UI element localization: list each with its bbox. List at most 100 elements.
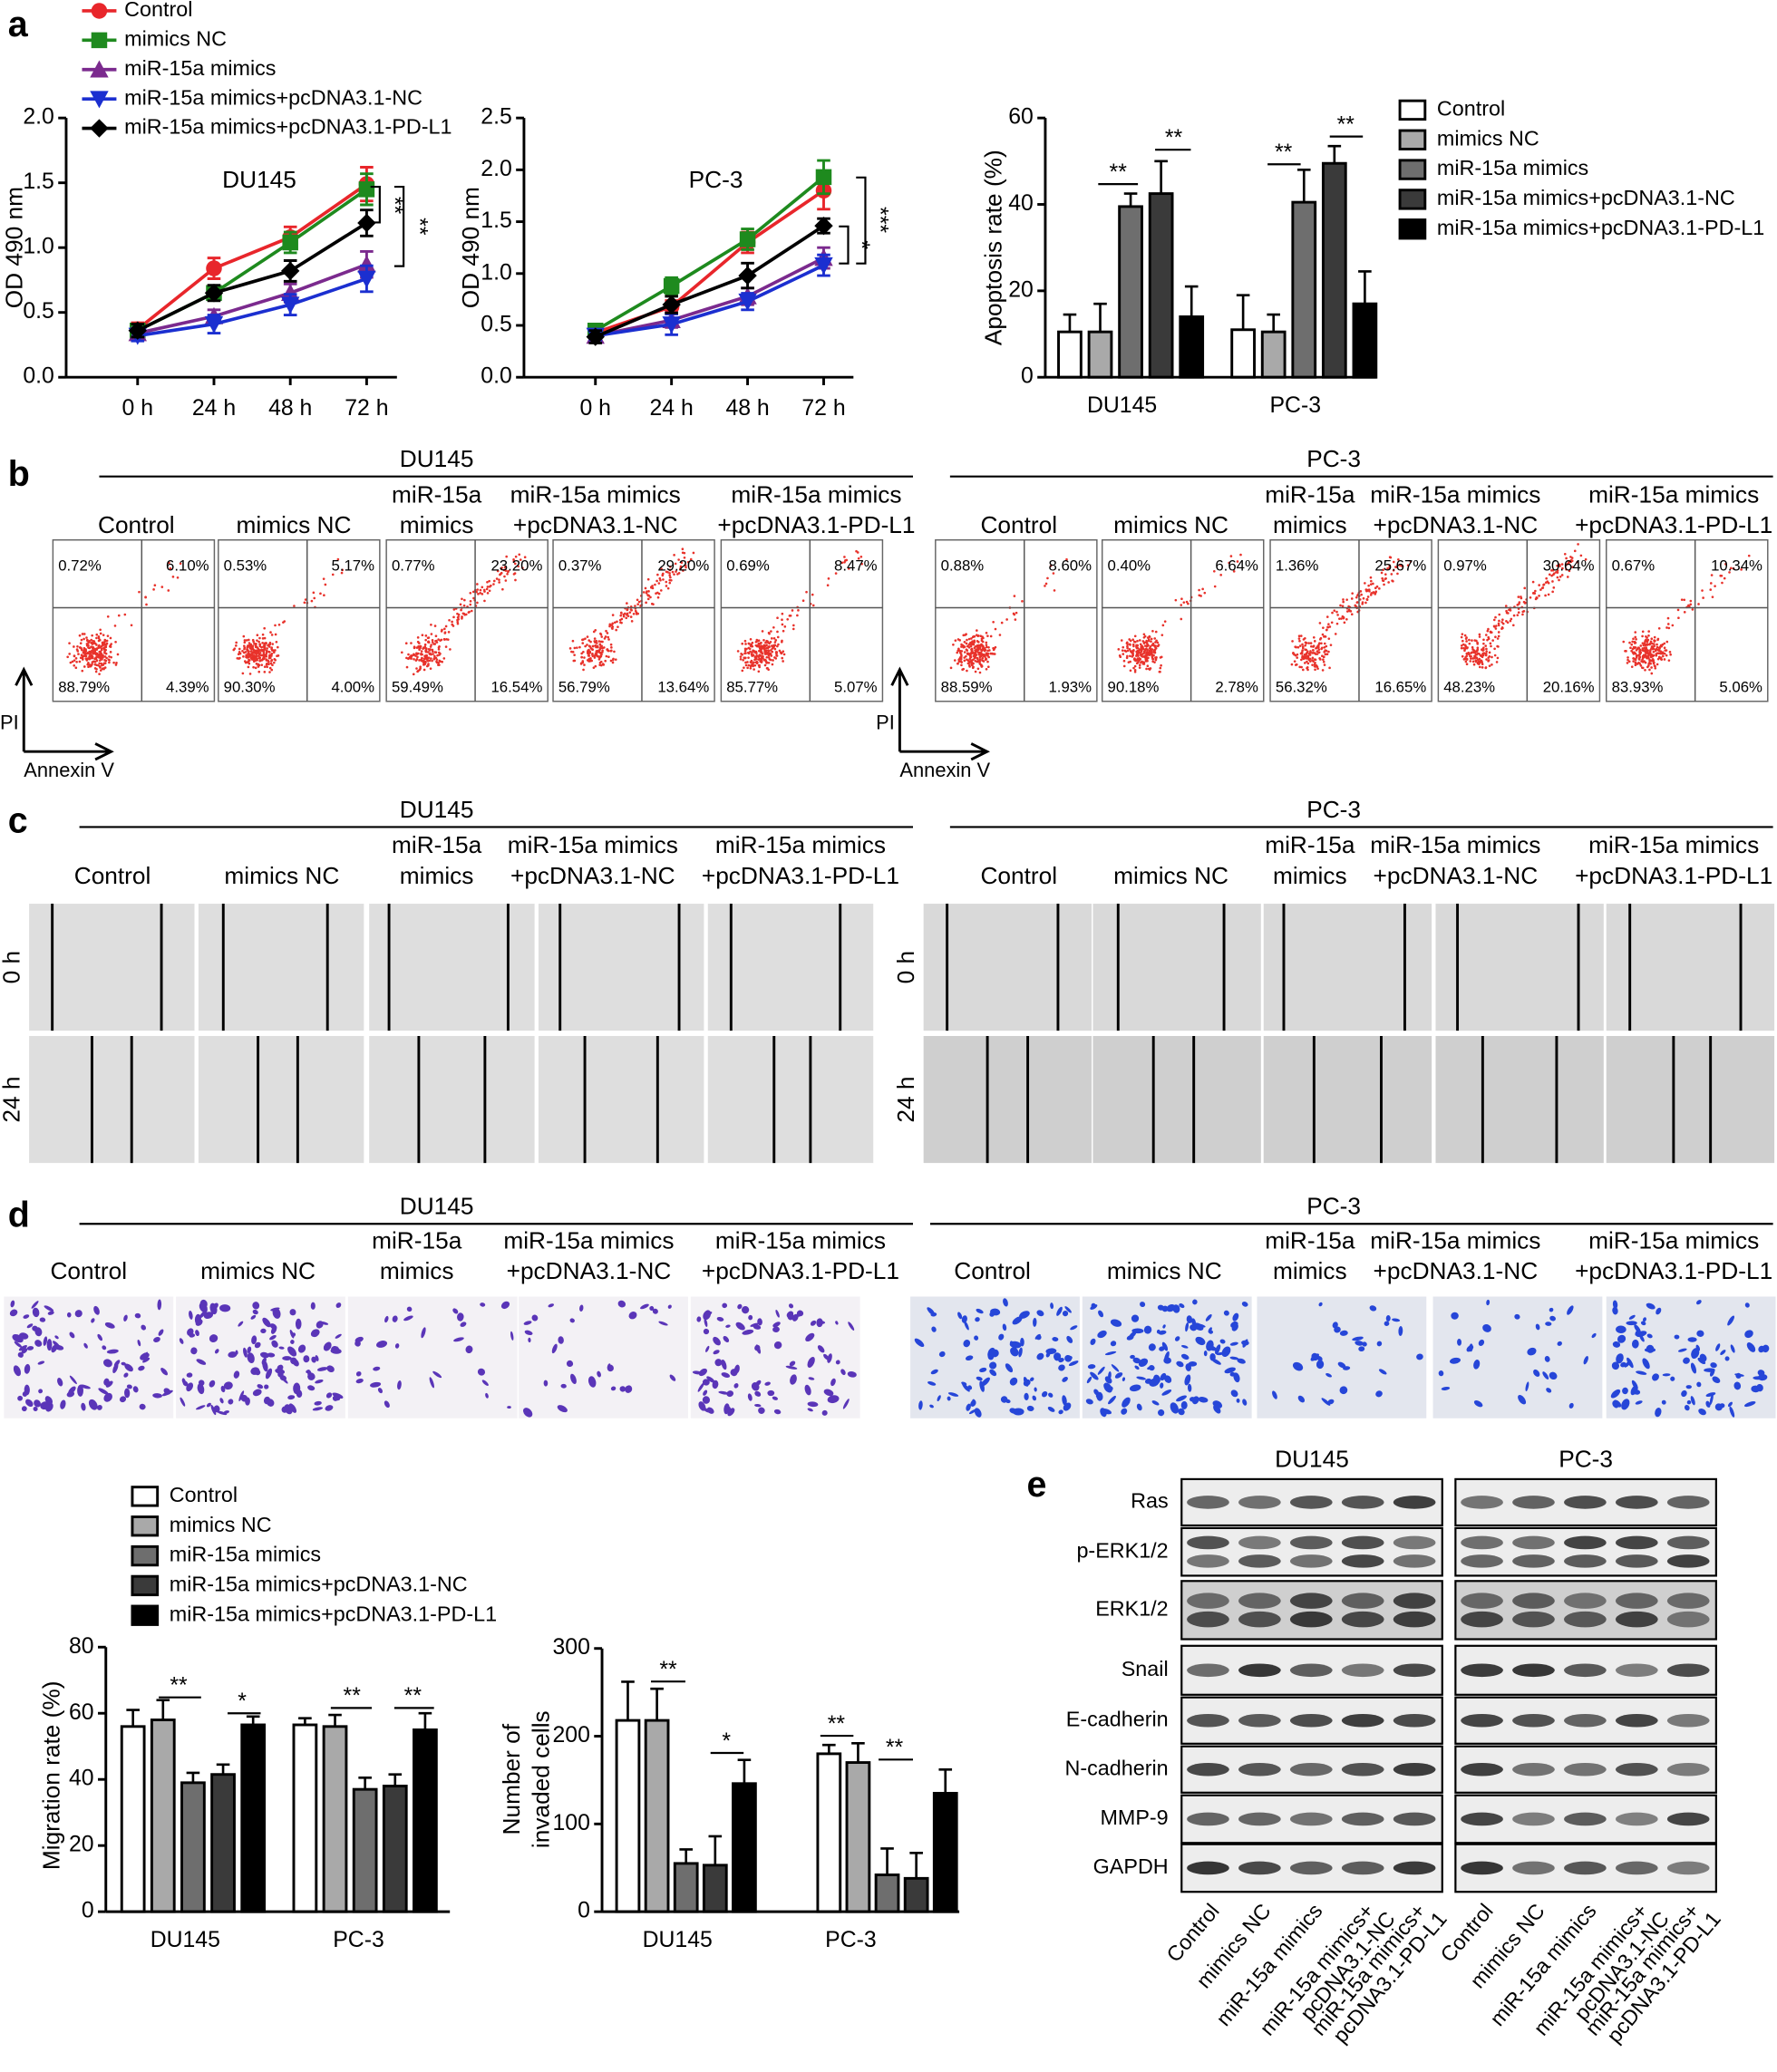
event-dot — [271, 659, 274, 662]
column-label: mimics — [400, 862, 474, 889]
transwell-image — [1607, 1297, 1776, 1418]
event-dot — [594, 665, 597, 668]
band — [1342, 1663, 1384, 1677]
event-dot — [1653, 651, 1656, 654]
bar — [182, 1783, 205, 1912]
group-title: PC-3 — [1306, 445, 1361, 472]
event-dot — [1498, 635, 1500, 638]
event-dot — [468, 611, 471, 614]
y-tick-label: 0.5 — [481, 313, 511, 337]
row-label: 0 h — [892, 951, 919, 984]
event-dot — [1541, 586, 1544, 589]
event-dot — [243, 648, 246, 651]
event-dot — [486, 588, 489, 591]
event-dot — [1646, 636, 1648, 639]
event-dot — [1323, 656, 1325, 659]
event-dot — [966, 648, 968, 651]
event-dot — [999, 634, 1002, 636]
event-dot — [1356, 601, 1359, 604]
event-dot — [428, 636, 431, 639]
event-dot — [982, 641, 985, 644]
event-dot — [1336, 623, 1339, 625]
event-dot — [1160, 664, 1162, 667]
band — [1238, 1496, 1281, 1509]
event-dot — [1138, 657, 1141, 660]
band — [1342, 1496, 1384, 1509]
event-dot — [1497, 637, 1500, 640]
event-dot — [1326, 615, 1329, 618]
event-dot — [1318, 651, 1321, 654]
event-dot — [410, 642, 413, 644]
event-dot — [594, 637, 597, 640]
legend-swatch — [1400, 131, 1425, 149]
y-axis-label: Number of — [498, 1723, 525, 1835]
significance-label: ** — [828, 1712, 846, 1737]
axis-label: Annexin V — [899, 759, 990, 781]
event-dot — [266, 663, 268, 666]
protein-label: Snail — [1122, 1657, 1169, 1680]
event-dot — [620, 622, 623, 625]
bar — [414, 1729, 437, 1912]
event-dot — [1132, 645, 1135, 648]
event-dot — [753, 668, 755, 671]
event-dot — [774, 639, 777, 642]
event-dot — [438, 648, 441, 651]
event-dot — [964, 641, 966, 644]
event-dot — [503, 576, 506, 578]
event-dot — [978, 647, 981, 650]
event-dot — [244, 641, 247, 644]
event-dot — [1136, 644, 1139, 647]
event-dot — [101, 649, 103, 652]
event-dot — [1135, 660, 1138, 663]
event-dot — [1544, 595, 1547, 597]
column-label: mimics — [1273, 1257, 1347, 1284]
event-dot — [645, 602, 647, 605]
event-dot — [763, 647, 766, 650]
quadrant-percent: 85.77% — [726, 679, 778, 696]
event-dot — [110, 645, 112, 648]
event-dot — [1157, 642, 1160, 644]
panel-label: a — [8, 5, 29, 44]
event-dot — [1472, 661, 1475, 663]
event-dot — [262, 634, 265, 636]
event-dot — [323, 577, 325, 580]
event-dot — [1645, 662, 1647, 664]
band — [1393, 1813, 1436, 1826]
event-dot — [1647, 630, 1650, 633]
column-label: miR-15a — [372, 1227, 462, 1254]
event-dot — [645, 587, 647, 590]
event-dot — [419, 667, 422, 670]
y-tick-label: 0 — [1021, 364, 1034, 389]
legend-label: Control — [1437, 97, 1505, 121]
event-dot — [95, 634, 98, 636]
band — [1342, 1536, 1384, 1550]
x-tick-label: PC-3 — [825, 1928, 877, 1952]
band — [1393, 1663, 1436, 1677]
band — [1238, 1763, 1281, 1777]
event-dot — [749, 651, 752, 654]
bar — [151, 1720, 174, 1912]
event-dot — [1468, 643, 1471, 645]
event-dot — [1323, 661, 1325, 663]
band — [1512, 1763, 1555, 1777]
event-dot — [112, 662, 115, 664]
band — [1461, 1536, 1503, 1550]
event-dot — [1473, 651, 1476, 654]
event-dot — [982, 645, 985, 648]
event-dot — [438, 663, 441, 666]
wound-image — [708, 904, 873, 1031]
event-dot — [768, 632, 771, 634]
event-dot — [633, 613, 636, 615]
event-dot — [1654, 664, 1656, 667]
event-dot — [1313, 636, 1316, 639]
series-line — [138, 184, 367, 329]
quadrant-percent: 23.20% — [490, 557, 542, 574]
event-dot — [1548, 594, 1550, 596]
event-dot — [89, 665, 92, 668]
event-dot — [1644, 669, 1646, 672]
bar — [905, 1878, 927, 1912]
event-dot — [1143, 633, 1146, 635]
significance-label: ** — [1110, 160, 1128, 185]
event-dot — [68, 653, 71, 655]
band — [1667, 1536, 1710, 1550]
